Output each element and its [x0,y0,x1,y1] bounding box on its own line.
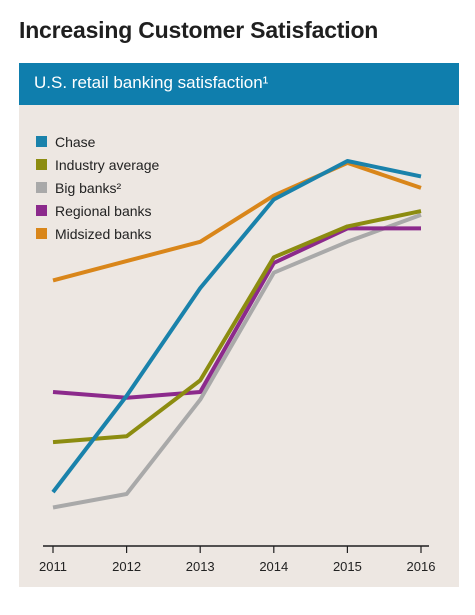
x-tick-label-2015: 2015 [333,559,362,574]
series-line-regional-banks [52,226,421,400]
legend-label-chase: Chase [55,133,96,150]
chart-legend: Chase Industry average Big banks² Region… [36,130,159,245]
legend-swatch-chase [36,136,47,147]
page-title: Increasing Customer Satisfaction [19,17,379,43]
series-line-industry-average [52,209,422,445]
x-tick-label-2016: 2016 [407,559,436,574]
legend-item-big-banks: Big banks² [36,176,159,199]
legend-label-regional-banks: Regional banks [55,202,152,219]
series-line-big-banks [52,213,422,510]
legend-item-regional-banks: Regional banks [36,199,159,222]
legend-item-chase: Chase [36,130,159,153]
legend-swatch-industry-average [36,159,47,170]
x-tick-label-2013: 2013 [186,559,215,574]
legend-label-industry-average: Industry average [55,156,160,173]
chart-panel: U.S. retail banking satisfaction¹ Chase … [19,63,459,587]
legend-swatch-big-banks [36,182,47,193]
legend-item-industry-average: Industry average [36,153,159,176]
series-line-chase [51,159,422,494]
legend-swatch-regional-banks [36,205,47,216]
line-chart: 2011 2012 2013 2014 2015 2016 [39,159,436,574]
series-line-midsized-banks [52,160,422,283]
legend-label-midsized-banks: Midsized banks [55,225,152,242]
chart-title: U.S. retail banking satisfaction¹ [34,73,269,92]
x-tick-label-2014: 2014 [259,559,288,574]
x-tick-label-2011: 2011 [39,559,67,574]
legend-swatch-midsized-banks [36,228,47,239]
legend-label-big-banks: Big banks² [55,179,122,196]
chart-header: U.S. retail banking satisfaction¹ [19,63,459,105]
legend-item-midsized-banks: Midsized banks [36,222,159,245]
x-tick-label-2012: 2012 [112,559,141,574]
